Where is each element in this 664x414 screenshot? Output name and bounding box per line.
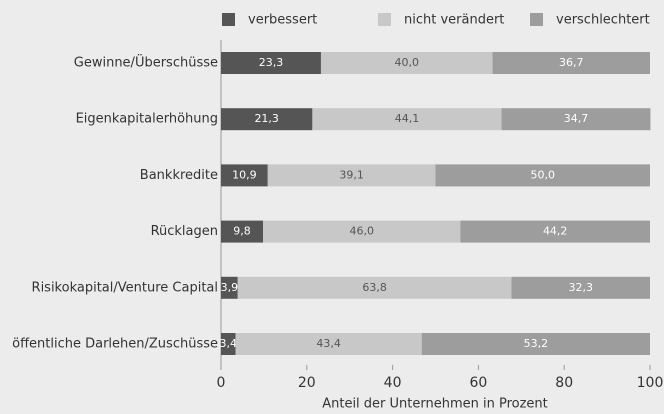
value-label: 40,0 [395,56,420,69]
bar-segment [221,220,264,243]
x-tick-label: 80 [555,375,573,391]
bar-segment [263,220,461,243]
x-tick-label: 60 [469,375,487,391]
value-label: 3,9 [221,281,239,294]
x-axis-title: Anteil der Unternehmen in Prozent [322,397,548,412]
x-tick-label: 0 [217,375,226,391]
value-label: 34,7 [564,112,589,125]
bar-segment [237,276,512,299]
legend-swatch [530,13,543,26]
bar-segment [421,333,650,355]
bar-segment [435,164,650,187]
value-label: 21,3 [254,112,279,125]
bar-segment [221,52,321,74]
y-tick-label: Rücklagen [151,224,218,239]
value-label: 10,9 [232,168,257,181]
bar-segment [221,164,268,187]
legend-label: nicht verändert [404,13,504,28]
bar-segment [267,164,436,187]
value-label: 46,0 [349,225,374,238]
bar-segment [312,108,502,131]
value-label: 43,4 [316,337,341,350]
legend-label: verschlechtert [556,13,650,28]
value-label: 63,8 [362,281,387,294]
bar-segment [501,108,651,131]
x-tick-label: 100 [637,375,664,391]
value-label: 32,3 [568,281,593,294]
value-label: 9,8 [233,225,251,238]
y-tick-label: Risikokapital/Venture Capital [32,280,218,295]
x-tick-label: 40 [384,375,402,391]
bar-segment [221,276,238,299]
bar-segment [221,108,313,131]
bar-segment [221,333,236,355]
legend-swatch [378,13,391,26]
bar-segment [320,52,493,74]
value-label: 44,2 [543,225,568,238]
bar-segment [511,276,650,299]
y-tick-label: Bankkredite [140,168,218,183]
y-tick-label: Eigenkapitalerhöhung [76,112,218,127]
y-tick-label: öffentliche Darlehen/Zuschüsse [12,337,218,352]
y-tick-label: Gewinne/Überschüsse [74,54,218,71]
value-label: 36,7 [559,56,584,69]
legend-label: verbessert [248,13,317,28]
value-label: 39,1 [339,168,364,181]
value-label: 3,4 [220,337,238,350]
value-label: 50,0 [531,168,556,181]
bar-segment [235,333,422,355]
value-label: 53,2 [524,337,549,350]
bar-segment [460,220,650,243]
legend-swatch [222,13,235,26]
bar-segment [492,52,650,74]
x-tick-label: 20 [298,375,316,391]
value-label: 23,3 [259,56,284,69]
value-label: 44,1 [395,112,420,125]
